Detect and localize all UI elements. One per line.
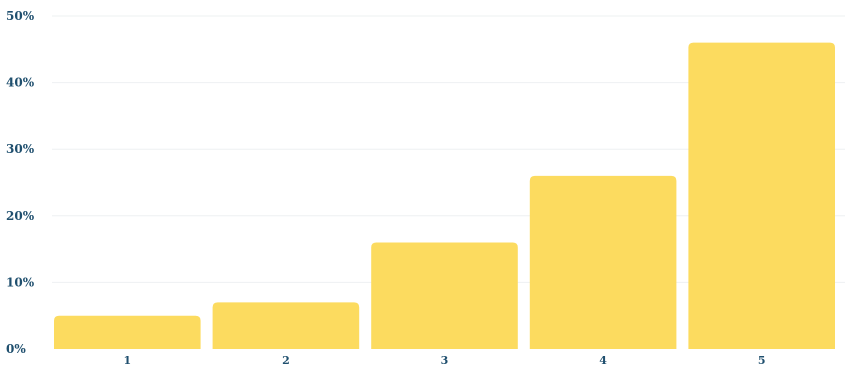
y-tick-label: 20% bbox=[6, 209, 35, 223]
bar-3 bbox=[371, 242, 518, 349]
bar-5 bbox=[688, 42, 835, 349]
y-tick-label: 0% bbox=[6, 342, 26, 356]
bar-4 bbox=[529, 175, 677, 349]
y-tick-label: 40% bbox=[6, 76, 35, 90]
x-tick-label: 1 bbox=[123, 354, 131, 367]
y-tick-label: 50% bbox=[6, 9, 35, 23]
bar-2 bbox=[212, 302, 360, 349]
x-axis-ticks: 1 2 3 4 5 bbox=[123, 354, 765, 367]
bars bbox=[54, 42, 835, 349]
y-tick-label: 10% bbox=[6, 275, 35, 289]
x-tick-label: 4 bbox=[599, 354, 607, 367]
bar-1 bbox=[54, 315, 201, 349]
x-tick-label: 5 bbox=[758, 354, 766, 367]
x-tick-label: 3 bbox=[441, 354, 449, 367]
y-axis-ticks: 0% 10% 20% 30% 40% 50% bbox=[6, 9, 35, 356]
x-tick-label: 2 bbox=[282, 354, 290, 367]
y-tick-label: 30% bbox=[6, 142, 35, 156]
